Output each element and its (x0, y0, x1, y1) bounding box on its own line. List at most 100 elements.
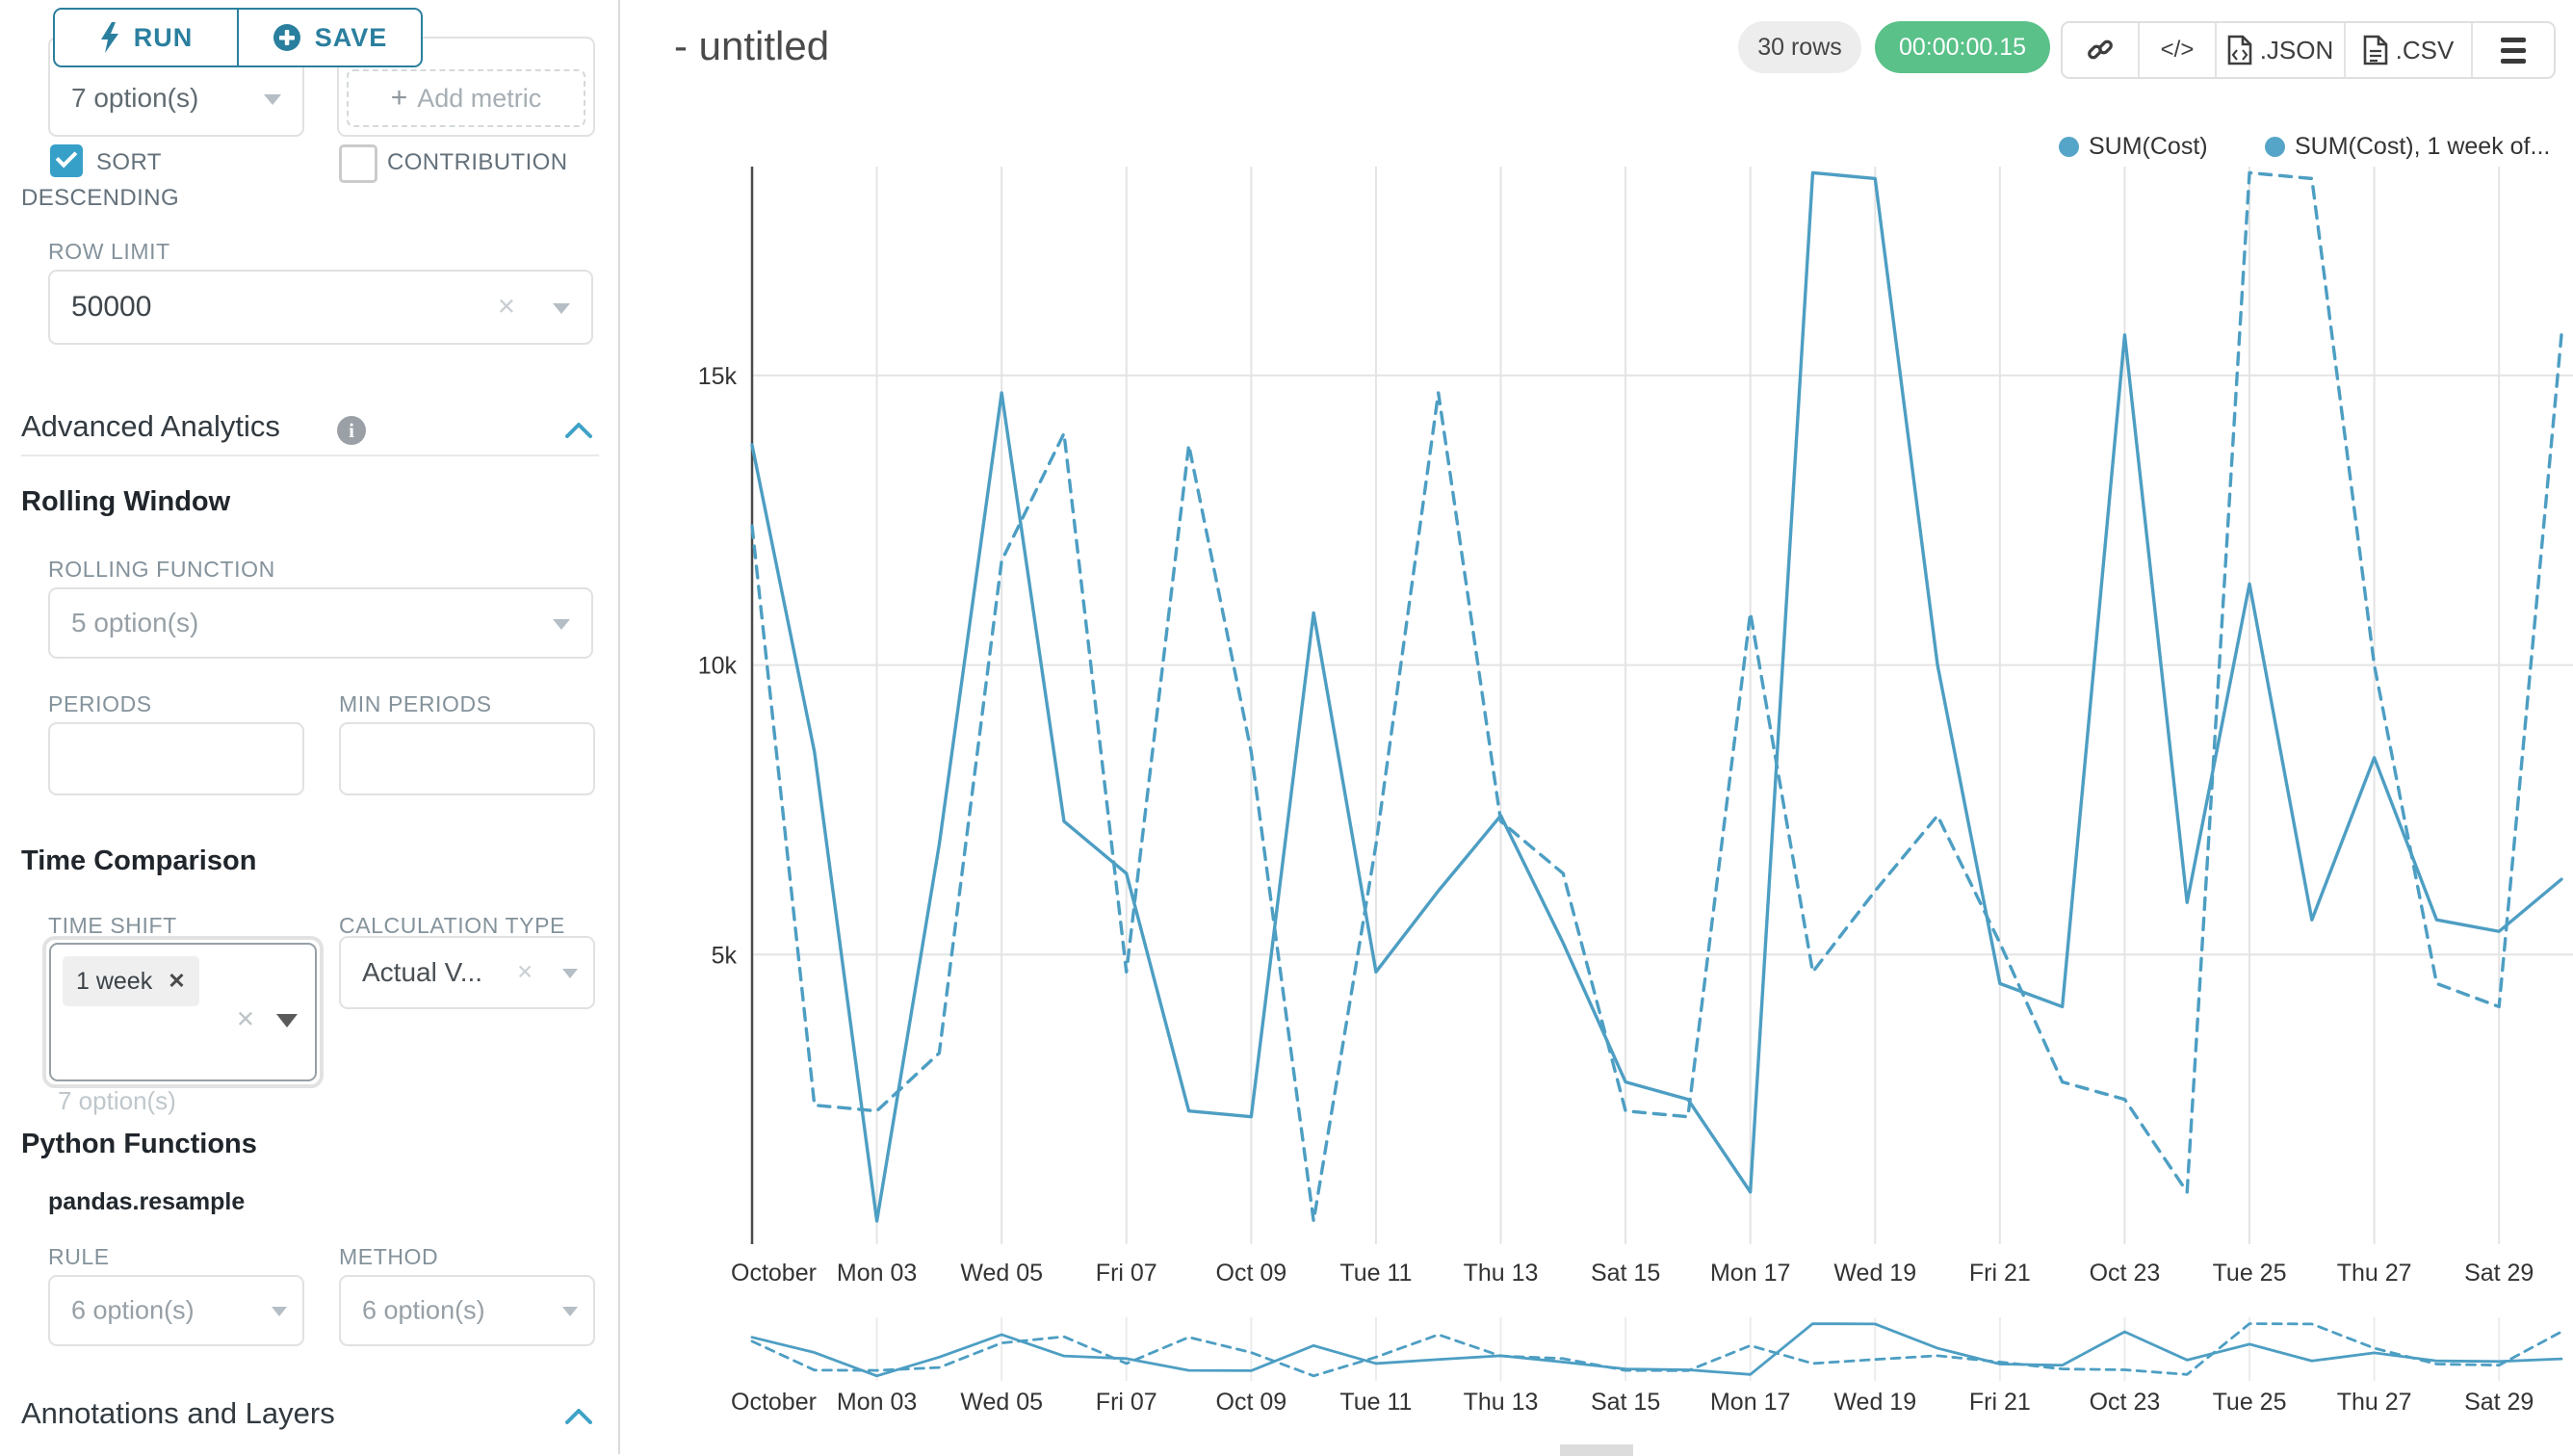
rule-value: 6 option(s) (71, 1295, 195, 1325)
mini-x-axis-tick-label: Fri 21 (1969, 1389, 2031, 1416)
python-functions-title: Python Functions (21, 1129, 257, 1159)
info-icon[interactable]: i (337, 416, 366, 445)
mini-chart-line-solid (750, 1322, 2563, 1378)
lightning-bolt-icon (100, 22, 118, 53)
export-json-button[interactable]: .JSON (2215, 23, 2344, 77)
time-shift-focus-ring: 1 week ✕ ✕ (42, 936, 324, 1088)
chevron-up-icon[interactable] (564, 1408, 593, 1425)
share-link-button[interactable] (2063, 23, 2138, 77)
mini-x-axis-tick-label: Oct 09 (1216, 1389, 1287, 1416)
clear-icon[interactable]: ✕ (235, 1006, 255, 1033)
chevron-down-icon (264, 94, 281, 105)
time-comparison-title: Time Comparison (21, 845, 257, 876)
json-label: .JSON (2259, 35, 2334, 65)
rolling-window-title: Rolling Window (21, 486, 231, 517)
rolling-function-select[interactable]: 5 option(s) (48, 587, 593, 659)
x-axis-tick-label: Sat 29 (2464, 1260, 2534, 1287)
plus-icon: + (390, 82, 408, 114)
annotations-title: Annotations and Layers (21, 1396, 335, 1430)
row-limit-value: 50000 (71, 291, 152, 323)
rows-count-badge: 30 rows (1738, 21, 1861, 73)
row-limit-label: ROW LIMIT (48, 239, 170, 264)
periods-label: PERIODS (48, 691, 152, 716)
method-select[interactable]: 6 option(s) (339, 1275, 595, 1346)
more-options-button[interactable] (2471, 23, 2554, 77)
clear-icon[interactable]: ✕ (496, 294, 516, 321)
mini-x-axis-tick-label: Sat 15 (1591, 1389, 1660, 1416)
x-axis-tick-label: Mon 03 (837, 1260, 917, 1287)
legend-label: SUM(Cost) (2089, 133, 2208, 160)
clear-icon[interactable]: ✕ (516, 961, 533, 984)
time-shift-select[interactable]: 1 week ✕ ✕ (49, 943, 317, 1081)
panel-resize-handle[interactable] (1560, 1444, 1633, 1456)
view-query-button[interactable]: </> (2138, 23, 2215, 77)
export-csv-button[interactable]: .CSV (2344, 23, 2471, 77)
mini-x-axis-tick-label: Mon 03 (837, 1389, 917, 1416)
run-button[interactable]: RUN (55, 10, 237, 65)
row-limit-select[interactable]: 50000 ✕ (48, 270, 593, 345)
timer-badge: 00:00:00.15 (1875, 21, 2050, 73)
chevron-down-icon (562, 969, 578, 978)
method-value: 6 option(s) (362, 1295, 485, 1325)
mini-x-axis-tick-label: Tue 11 (1339, 1389, 1412, 1416)
min-periods-input[interactable] (339, 722, 595, 795)
mini-x-axis-tick-label: Thu 13 (1464, 1389, 1539, 1416)
chevron-down-icon (553, 303, 570, 314)
chart-actions-toolbar: </> .JSON .CSV (2061, 21, 2556, 79)
legend-item-sum-cost-offset[interactable]: SUM(Cost), 1 week of... (2265, 133, 2550, 161)
x-axis-tick-label: Tue 11 (1339, 1260, 1412, 1287)
y-axis-tick-label: 10k (698, 653, 738, 680)
x-axis-tick-label: Oct 09 (1216, 1260, 1287, 1287)
mini-chart-line-dashed (750, 1322, 2563, 1378)
add-metric-button[interactable]: + Add metric (347, 69, 585, 127)
time-shift-chip-label: 1 week (76, 967, 153, 995)
mini-x-axis-tick-label: Oct 23 (2090, 1389, 2161, 1416)
time-shift-chip[interactable]: 1 week ✕ (63, 956, 199, 1006)
x-axis-tick-label: Mon 17 (1710, 1260, 1790, 1287)
file-lines-icon (2363, 35, 2387, 65)
chevron-up-icon[interactable] (564, 422, 593, 439)
sort-descending-checkbox[interactable] (50, 144, 83, 177)
advanced-analytics-title: Advanced Analytics (21, 409, 280, 443)
chart-line-dashed (750, 170, 2563, 1223)
x-axis-tick-label: Wed 19 (1833, 1260, 1916, 1287)
mini-x-axis-tick-label: Sat 29 (2464, 1389, 2534, 1416)
code-icon: </> (2160, 37, 2195, 63)
pandas-resample-label: pandas.resample (48, 1188, 246, 1215)
chip-remove-icon[interactable]: ✕ (168, 969, 186, 993)
timer-label: 00:00:00.15 (1898, 33, 2027, 61)
chevron-down-icon (276, 1014, 298, 1027)
section-divider (21, 455, 599, 456)
method-label: METHOD (339, 1244, 439, 1269)
sort-descending-label-line2: DESCENDING (21, 185, 180, 211)
x-axis-tick-label: Sat 15 (1591, 1260, 1660, 1287)
groupby-value: 7 option(s) (71, 83, 199, 113)
save-button[interactable]: SAVE (237, 10, 421, 65)
rule-select[interactable]: 6 option(s) (48, 1275, 304, 1346)
rolling-function-value: 5 option(s) (71, 608, 199, 637)
contribution-checkbox[interactable] (339, 144, 377, 183)
chart-title[interactable]: - untitled (674, 23, 830, 68)
sort-descending-label-line1: SORT (96, 149, 162, 175)
legend-dot-icon (2059, 137, 2079, 157)
add-metric-label: Add metric (417, 83, 542, 113)
calculation-type-select[interactable]: Actual V... ✕ (339, 936, 595, 1009)
mini-x-axis-tick-label: Thu 27 (2337, 1389, 2412, 1416)
control-panel: 7 option(s) + Add metric RUN SAVE SORT D… (0, 0, 620, 1454)
x-axis-tick-label: Thu 13 (1464, 1260, 1539, 1287)
link-icon (2088, 39, 2113, 60)
mini-x-axis-tick-label: Mon 17 (1710, 1389, 1790, 1416)
hamburger-menu-icon (2501, 37, 2526, 64)
rule-label: RULE (48, 1244, 110, 1269)
x-axis-tick-label: Thu 27 (2337, 1260, 2412, 1287)
x-axis-tick-label: Fri 21 (1969, 1260, 2031, 1287)
x-axis-tick-label: Wed 05 (960, 1260, 1043, 1287)
rows-count-label: 30 rows (1757, 33, 1842, 61)
min-periods-label: MIN PERIODS (339, 691, 492, 716)
mini-x-axis-tick-label: October (731, 1389, 817, 1416)
legend-item-sum-cost[interactable]: SUM(Cost) (2059, 133, 2208, 161)
periods-input[interactable] (48, 722, 304, 795)
chevron-down-icon (272, 1307, 287, 1316)
rolling-function-label: ROLLING FUNCTION (48, 557, 275, 582)
